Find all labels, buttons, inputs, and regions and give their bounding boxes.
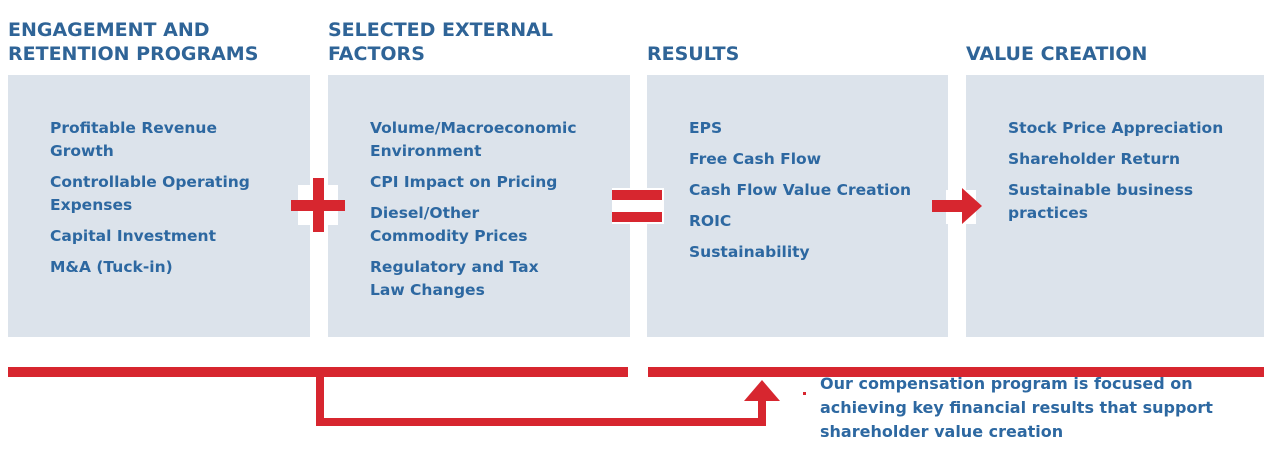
item: Regulatory and Tax Law Changes [370, 258, 539, 299]
bottom-line [648, 367, 1264, 377]
column-box: Volume/Macroeconomic Environment CPI Impa… [328, 75, 630, 337]
equals [612, 190, 662, 200]
caption: Our compensation program is focused on a… [820, 374, 1213, 441]
feedback-line [316, 377, 766, 426]
item: Sustainable business practices [1008, 181, 1194, 222]
item-list: Stock Price Appreciation Shareholder Retu… [1008, 117, 1223, 233]
plus [313, 178, 324, 232]
item: Stock Price Appreciation [1008, 119, 1224, 137]
bullet [803, 392, 806, 395]
column-title: ENGAGEMENT AND RETENTION PROGRAMS [8, 19, 259, 65]
item: EPS [689, 119, 723, 137]
item: M&A (Tuck-in) [50, 258, 173, 276]
item: Profitable Revenue Growth [50, 119, 217, 160]
column-title: SELECTED EXTERNAL FACTORS [328, 19, 553, 65]
item: Capital Investment [50, 227, 216, 245]
column-title: RESULTS [647, 43, 740, 65]
item-list: Volume/Macroeconomic Environment CPI Impa… [370, 117, 577, 310]
equals [612, 212, 662, 222]
item: Cash Flow Value Creation [689, 181, 912, 199]
column-box: EPS Free Cash Flow Cash Flow Value Creatio… [647, 75, 948, 337]
item: Shareholder Return [1008, 150, 1181, 168]
feedback-arrow [744, 380, 780, 401]
column-title: VALUE CREATION [966, 43, 1148, 65]
item: Controllable Operating Expenses [50, 173, 250, 214]
item: Sustainability [689, 243, 810, 261]
item-list: Profitable Revenue Growth Controllable Op… [50, 117, 250, 287]
item: ROIC [689, 212, 732, 230]
item: Volume/Macroeconomic Environment [370, 119, 577, 160]
bottom-line [8, 367, 628, 377]
column-box: Stock Price Appreciation Shareholder Retu… [966, 75, 1264, 337]
item: CPI Impact on Pricing [370, 173, 558, 191]
arrow [932, 188, 982, 224]
item: Diesel/Other Commodity Prices [370, 204, 528, 245]
item-list: EPS Free Cash Flow Cash Flow Value Creatio… [689, 117, 911, 272]
item: Free Cash Flow [689, 150, 822, 168]
column-box: Profitable Revenue Growth Controllable Op… [8, 75, 310, 337]
